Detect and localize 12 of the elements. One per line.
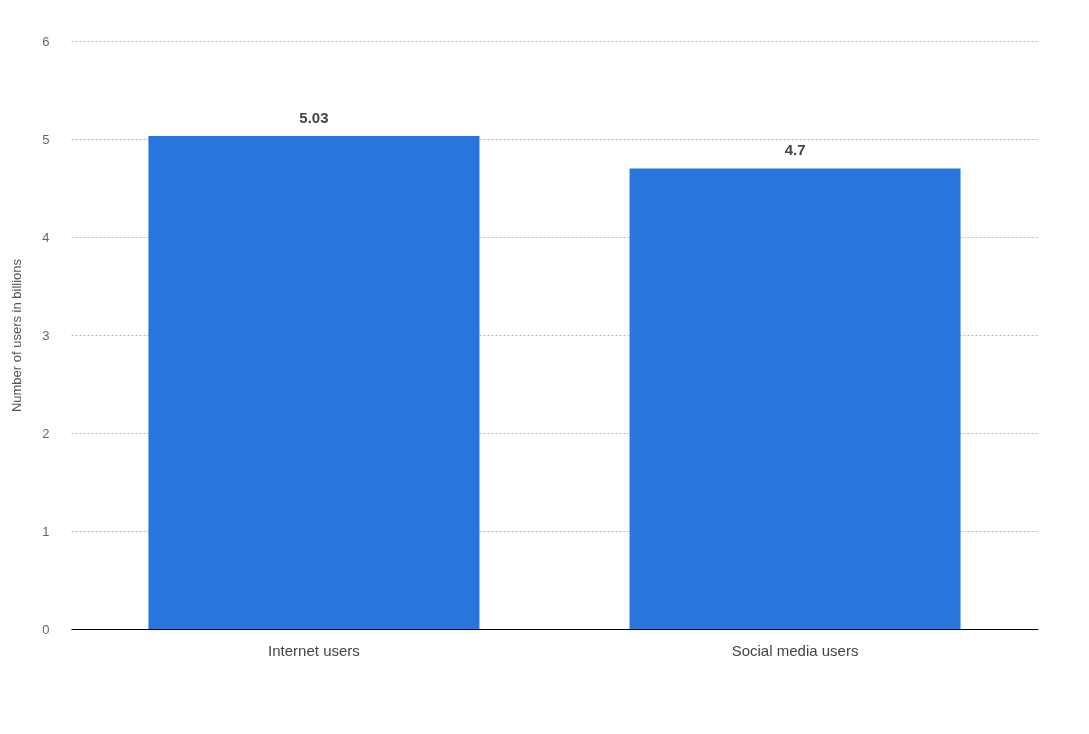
y-tick-label: 6 (42, 33, 50, 49)
y-axis-title: Number of users in billions (9, 258, 25, 413)
data-label: 4.7 (784, 141, 806, 159)
y-tick-label: 0 (42, 621, 50, 637)
y-tick-label: 5 (42, 131, 50, 147)
y-tick-label: 3 (42, 327, 50, 343)
y-tick-label: 1 (42, 523, 50, 539)
x-tick-label: Internet users (268, 641, 360, 659)
data-label: 5.03 (299, 109, 329, 127)
x-tick-label: Social media users (731, 641, 859, 659)
y-tick-label: 2 (42, 425, 50, 441)
y-tick-label: 4 (42, 229, 50, 245)
